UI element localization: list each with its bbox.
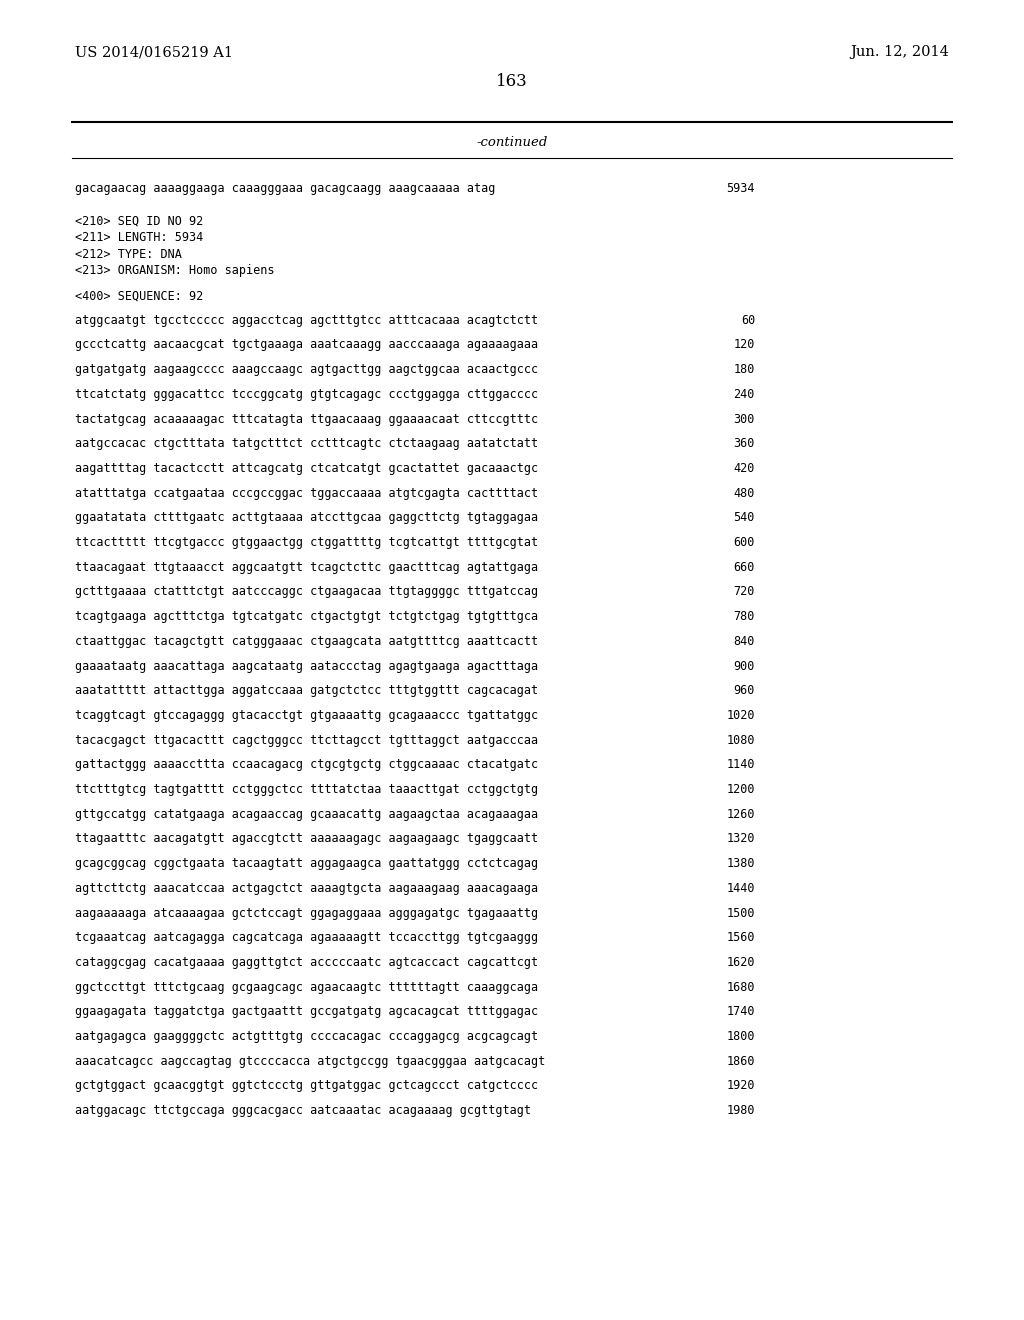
Text: 1020: 1020: [726, 709, 755, 722]
Text: 720: 720: [733, 586, 755, 598]
Text: <213> ORGANISM: Homo sapiens: <213> ORGANISM: Homo sapiens: [75, 264, 274, 277]
Text: 780: 780: [733, 610, 755, 623]
Text: 1560: 1560: [726, 932, 755, 944]
Text: 840: 840: [733, 635, 755, 648]
Text: US 2014/0165219 A1: US 2014/0165219 A1: [75, 45, 233, 59]
Text: atatttatga ccatgaataa cccgccggac tggaccaaaa atgtcgagta cacttttact: atatttatga ccatgaataa cccgccggac tggacca…: [75, 487, 539, 500]
Text: 5934: 5934: [726, 182, 755, 195]
Text: tcaggtcagt gtccagaggg gtacacctgt gtgaaaattg gcagaaaccc tgattatggc: tcaggtcagt gtccagaggg gtacacctgt gtgaaaa…: [75, 709, 539, 722]
Text: Jun. 12, 2014: Jun. 12, 2014: [850, 45, 949, 59]
Text: agttcttctg aaacatccaa actgagctct aaaagtgcta aagaaagaag aaacagaaga: agttcttctg aaacatccaa actgagctct aaaagtg…: [75, 882, 539, 895]
Text: 1260: 1260: [726, 808, 755, 821]
Text: ggaatatata cttttgaatc acttgtaaaa atccttgcaa gaggcttctg tgtaggagaa: ggaatatata cttttgaatc acttgtaaaa atccttg…: [75, 511, 539, 524]
Text: aatggacagc ttctgccaga gggcacgacc aatcaaatac acagaaaag gcgttgtagt: aatggacagc ttctgccaga gggcacgacc aatcaaa…: [75, 1105, 531, 1117]
Text: ttcacttttt ttcgtgaccc gtggaactgg ctggattttg tcgtcattgt ttttgcgtat: ttcacttttt ttcgtgaccc gtggaactgg ctggatt…: [75, 536, 539, 549]
Text: 1200: 1200: [726, 783, 755, 796]
Text: aaacatcagcc aagccagtag gtccccacca atgctgccgg tgaacgggaa aatgcacagt: aaacatcagcc aagccagtag gtccccacca atgctg…: [75, 1055, 545, 1068]
Text: tcgaaatcag aatcagagga cagcatcaga agaaaaagtt tccaccttgg tgtcgaaggg: tcgaaatcag aatcagagga cagcatcaga agaaaaa…: [75, 932, 539, 944]
Text: 480: 480: [733, 487, 755, 500]
Text: -continued: -continued: [476, 136, 548, 149]
Text: ggctccttgt tttctgcaag gcgaagcagc agaacaagtc ttttttagtt caaaggcaga: ggctccttgt tttctgcaag gcgaagcagc agaacaa…: [75, 981, 539, 994]
Text: 1500: 1500: [726, 907, 755, 920]
Text: <210> SEQ ID NO 92: <210> SEQ ID NO 92: [75, 215, 203, 228]
Text: gccctcattg aacaacgcat tgctgaaaga aaatcaaagg aacccaaaga agaaaagaaa: gccctcattg aacaacgcat tgctgaaaga aaatcaa…: [75, 338, 539, 351]
Text: 1740: 1740: [726, 1006, 755, 1019]
Text: gctttgaaaa ctatttctgt aatcccaggc ctgaagacaa ttgtaggggc tttgatccag: gctttgaaaa ctatttctgt aatcccaggc ctgaaga…: [75, 586, 539, 598]
Text: aagaaaaaga atcaaaagaa gctctccagt ggagaggaaa agggagatgc tgagaaattg: aagaaaaaga atcaaaagaa gctctccagt ggagagg…: [75, 907, 539, 920]
Text: tactatgcag acaaaaagac tttcatagta ttgaacaaag ggaaaacaat cttccgtttc: tactatgcag acaaaaagac tttcatagta ttgaaca…: [75, 413, 539, 425]
Text: aatgccacac ctgctttata tatgctttct cctttcagtc ctctaagaag aatatctatt: aatgccacac ctgctttata tatgctttct cctttca…: [75, 437, 539, 450]
Text: 540: 540: [733, 511, 755, 524]
Text: gattactggg aaaaccttta ccaacagacg ctgcgtgctg ctggcaaaac ctacatgatc: gattactggg aaaaccttta ccaacagacg ctgcgtg…: [75, 759, 539, 771]
Text: 360: 360: [733, 437, 755, 450]
Text: 1380: 1380: [726, 857, 755, 870]
Text: <400> SEQUENCE: 92: <400> SEQUENCE: 92: [75, 289, 203, 302]
Text: aagattttag tacactcctt attcagcatg ctcatcatgt gcactattet gacaaactgc: aagattttag tacactcctt attcagcatg ctcatca…: [75, 462, 539, 475]
Text: 1620: 1620: [726, 956, 755, 969]
Text: <211> LENGTH: 5934: <211> LENGTH: 5934: [75, 231, 203, 244]
Text: 600: 600: [733, 536, 755, 549]
Text: tcagtgaaga agctttctga tgtcatgatc ctgactgtgt tctgtctgag tgtgtttgca: tcagtgaaga agctttctga tgtcatgatc ctgactg…: [75, 610, 539, 623]
Text: 163: 163: [496, 74, 528, 91]
Text: atggcaatgt tgcctccccc aggacctcag agctttgtcc atttcacaaa acagtctctt: atggcaatgt tgcctccccc aggacctcag agctttg…: [75, 314, 539, 327]
Text: 1920: 1920: [726, 1080, 755, 1093]
Text: 420: 420: [733, 462, 755, 475]
Text: cataggcgag cacatgaaaa gaggttgtct acccccaatc agtcaccact cagcattcgt: cataggcgag cacatgaaaa gaggttgtct accccca…: [75, 956, 539, 969]
Text: gttgccatgg catatgaaga acagaaccag gcaaacattg aagaagctaa acagaaagaa: gttgccatgg catatgaaga acagaaccag gcaaaca…: [75, 808, 539, 821]
Text: ttagaatttc aacagatgtt agaccgtctt aaaaaagagc aagaagaagc tgaggcaatt: ttagaatttc aacagatgtt agaccgtctt aaaaaag…: [75, 833, 539, 846]
Text: gcagcggcag cggctgaata tacaagtatt aggagaagca gaattatggg cctctcagag: gcagcggcag cggctgaata tacaagtatt aggagaa…: [75, 857, 539, 870]
Text: 1080: 1080: [726, 734, 755, 747]
Text: aatgagagca gaaggggctc actgtttgtg ccccacagac cccaggagcg acgcagcagt: aatgagagca gaaggggctc actgtttgtg ccccaca…: [75, 1030, 539, 1043]
Text: <212> TYPE: DNA: <212> TYPE: DNA: [75, 248, 182, 261]
Text: ttaacagaat ttgtaaacct aggcaatgtt tcagctcttc gaactttcag agtattgaga: ttaacagaat ttgtaaacct aggcaatgtt tcagctc…: [75, 561, 539, 574]
Text: ggaagagata taggatctga gactgaattt gccgatgatg agcacagcat ttttggagac: ggaagagata taggatctga gactgaattt gccgatg…: [75, 1006, 539, 1019]
Text: 960: 960: [733, 684, 755, 697]
Text: 1860: 1860: [726, 1055, 755, 1068]
Text: 1140: 1140: [726, 759, 755, 771]
Text: gctgtggact gcaacggtgt ggtctccctg gttgatggac gctcagccct catgctcccc: gctgtggact gcaacggtgt ggtctccctg gttgatg…: [75, 1080, 539, 1093]
Text: 120: 120: [733, 338, 755, 351]
Text: 60: 60: [740, 314, 755, 327]
Text: 1980: 1980: [726, 1105, 755, 1117]
Text: 660: 660: [733, 561, 755, 574]
Text: ttctttgtcg tagtgatttt cctgggctcc ttttatctaa taaacttgat cctggctgtg: ttctttgtcg tagtgatttt cctgggctcc ttttatc…: [75, 783, 539, 796]
Text: tacacgagct ttgacacttt cagctgggcc ttcttagcct tgtttaggct aatgacccaa: tacacgagct ttgacacttt cagctgggcc ttcttag…: [75, 734, 539, 747]
Text: 240: 240: [733, 388, 755, 401]
Text: 1440: 1440: [726, 882, 755, 895]
Text: ttcatctatg gggacattcc tcccggcatg gtgtcagagc ccctggagga cttggacccc: ttcatctatg gggacattcc tcccggcatg gtgtcag…: [75, 388, 539, 401]
Text: gatgatgatg aagaagcccc aaagccaagc agtgacttgg aagctggcaa acaactgccc: gatgatgatg aagaagcccc aaagccaagc agtgact…: [75, 363, 539, 376]
Text: gaaaataatg aaacattaga aagcataatg aataccctag agagtgaaga agactttaga: gaaaataatg aaacattaga aagcataatg aataccc…: [75, 660, 539, 673]
Text: 900: 900: [733, 660, 755, 673]
Text: 1800: 1800: [726, 1030, 755, 1043]
Text: 180: 180: [733, 363, 755, 376]
Text: 300: 300: [733, 413, 755, 425]
Text: 1320: 1320: [726, 833, 755, 846]
Text: aaatattttt attacttgga aggatccaaa gatgctctcc tttgtggttt cagcacagat: aaatattttt attacttgga aggatccaaa gatgctc…: [75, 684, 539, 697]
Text: gacagaacag aaaaggaaga caaagggaaa gacagcaagg aaagcaaaaa atag: gacagaacag aaaaggaaga caaagggaaa gacagca…: [75, 182, 496, 195]
Text: 1680: 1680: [726, 981, 755, 994]
Text: ctaattggac tacagctgtt catgggaaac ctgaagcata aatgttttcg aaattcactt: ctaattggac tacagctgtt catgggaaac ctgaagc…: [75, 635, 539, 648]
